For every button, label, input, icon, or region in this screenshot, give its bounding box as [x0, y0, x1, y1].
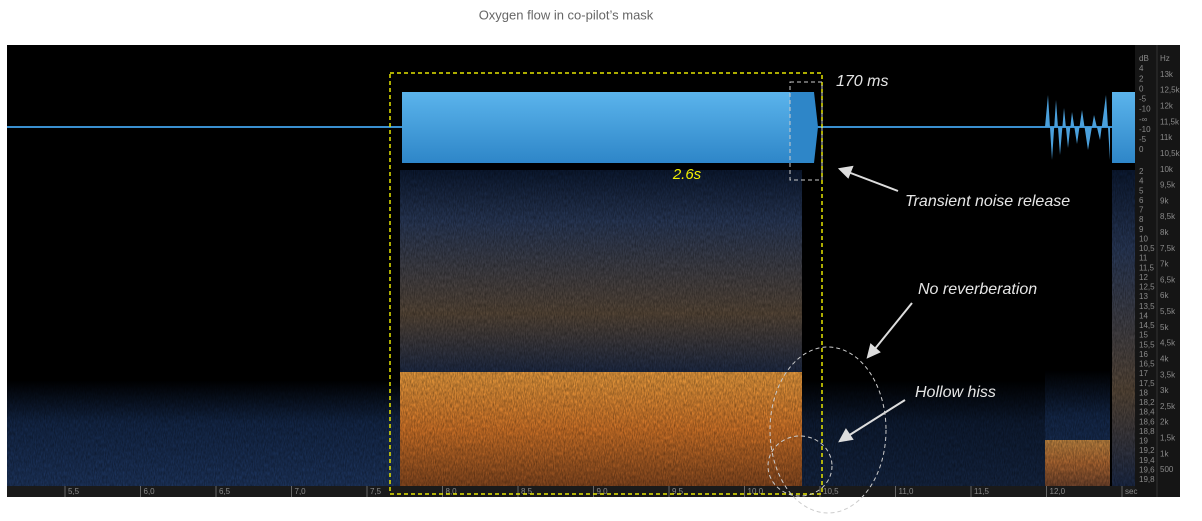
transient-label: Transient noise release	[905, 193, 1070, 210]
scale-label: 7k	[1160, 260, 1169, 269]
time-tick-label: 8,0	[446, 487, 458, 496]
scale-label: 2	[1139, 74, 1144, 83]
scale-label: 10,5k	[1160, 149, 1181, 158]
scale-label: 9	[1139, 225, 1144, 234]
scale-label: 7	[1139, 206, 1144, 215]
scale-label: 4,5k	[1160, 339, 1176, 348]
scale-label: 18,4	[1139, 408, 1155, 417]
time-tick-label: 9,0	[597, 487, 609, 496]
scale-label: -5	[1139, 95, 1147, 104]
scale-label: 11,5	[1139, 263, 1155, 272]
scale-label: 12,5	[1139, 283, 1155, 292]
hiss-label: Hollow hiss	[915, 384, 996, 401]
release-label: 170 ms	[836, 73, 888, 90]
scale-label: Hz	[1160, 54, 1170, 63]
scale-label: -∞	[1139, 115, 1148, 124]
scale-label: 0	[1139, 145, 1144, 154]
waveform-block	[402, 92, 814, 163]
scale-label: dB	[1139, 54, 1149, 63]
scale-label: 5	[1139, 186, 1144, 195]
scale-label: 12,5k	[1160, 86, 1181, 95]
scale-label: 6	[1139, 196, 1144, 205]
scale-label: 2,5k	[1160, 402, 1176, 411]
time-tick-label: 10,0	[748, 487, 764, 496]
scale-label: 19,2	[1139, 446, 1155, 455]
scale-label: 16	[1139, 350, 1148, 359]
scale-label: 19,6	[1139, 465, 1155, 474]
time-tick-label: 7,0	[295, 487, 307, 496]
reverberation-label: No reverberation	[918, 281, 1037, 298]
scale-label: 16,5	[1139, 360, 1155, 369]
scale-label: 10k	[1160, 165, 1174, 174]
waveform-block	[1112, 92, 1135, 163]
scale-label: 19,4	[1139, 456, 1155, 465]
scale-label: 3k	[1160, 386, 1169, 395]
screenshot: Oxygen flow in co-pilot’s mask 5,5 6,0 6,5…	[0, 0, 1202, 516]
scale-label: 4	[1139, 64, 1144, 73]
scale-label: 15,5	[1139, 340, 1155, 349]
scale-label: 18,2	[1139, 398, 1155, 407]
title: Oxygen flow in co-pilot’s mask	[479, 7, 654, 22]
time-axis	[7, 486, 1135, 497]
scale-label: 9k	[1160, 196, 1169, 205]
scale-label: 18	[1139, 388, 1148, 397]
scale-label: 13,5	[1139, 302, 1155, 311]
scale-label: -10	[1139, 125, 1151, 134]
scale-label: 5k	[1160, 323, 1169, 332]
time-tick-label: 10,5	[823, 487, 839, 496]
scale-label: 1,5k	[1160, 433, 1176, 442]
time-tick-label: 6,0	[144, 487, 156, 496]
scale-label: 5,5k	[1160, 307, 1176, 316]
time-tick-label: 5,5	[68, 487, 80, 496]
time-tick-label: 6,5	[219, 487, 231, 496]
time-tick-label: 9,5	[672, 487, 684, 496]
scale-label: 8k	[1160, 228, 1169, 237]
scale-label: 10,5	[1139, 244, 1155, 253]
scale-label: 2	[1139, 167, 1144, 176]
time-tick-label: sec	[1125, 487, 1137, 496]
time-tick-label: 8,5	[521, 487, 533, 496]
scale-label: 13k	[1160, 70, 1174, 79]
scale-label: 2k	[1160, 418, 1169, 427]
time-tick-label: 11,5	[974, 487, 990, 496]
scale-label: 1k	[1160, 449, 1169, 458]
waveform-tail	[790, 92, 818, 163]
scale-label: 11	[1139, 254, 1148, 263]
scale-label: 18,8	[1139, 427, 1155, 436]
scale-label: 9,5k	[1160, 181, 1176, 190]
scale-label: 15	[1139, 331, 1148, 340]
scale-label: 17,5	[1139, 379, 1155, 388]
scale-label: 19	[1139, 437, 1148, 446]
time-tick-label: 12,0	[1050, 487, 1066, 496]
scale-label: 8	[1139, 215, 1144, 224]
scale-label: -5	[1139, 135, 1147, 144]
scale-label: 3,5k	[1160, 370, 1176, 379]
duration-label: 2.6s	[672, 166, 702, 183]
scale-label: 4	[1139, 177, 1144, 186]
scale-label: 6,5k	[1160, 275, 1176, 284]
scale-label: 18,6	[1139, 417, 1155, 426]
scale-label: 12k	[1160, 102, 1174, 111]
scale-label: 12	[1139, 273, 1148, 282]
scale-label: 7,5k	[1160, 244, 1176, 253]
scale-label: 17	[1139, 369, 1148, 378]
scale-label: 6k	[1160, 291, 1169, 300]
scale-label: 11k	[1160, 133, 1173, 142]
scale-label: 500	[1160, 465, 1174, 474]
time-tick-label: 11,0	[899, 487, 915, 496]
scale-label: 4k	[1160, 354, 1169, 363]
scale-label: 13	[1139, 292, 1148, 301]
spectrum-texture	[7, 170, 1135, 486]
scale-label: 0	[1139, 84, 1144, 93]
scale-label: -10	[1139, 105, 1151, 114]
scale-label: 14,5	[1139, 321, 1155, 330]
scale-label: 11,5k	[1160, 117, 1180, 126]
scale-label: 19,8	[1139, 475, 1155, 484]
time-tick-label: 7,5	[370, 487, 382, 496]
scale-label: 14	[1139, 311, 1148, 320]
scale-label: 8,5k	[1160, 212, 1176, 221]
scale-label: 10	[1139, 234, 1148, 243]
